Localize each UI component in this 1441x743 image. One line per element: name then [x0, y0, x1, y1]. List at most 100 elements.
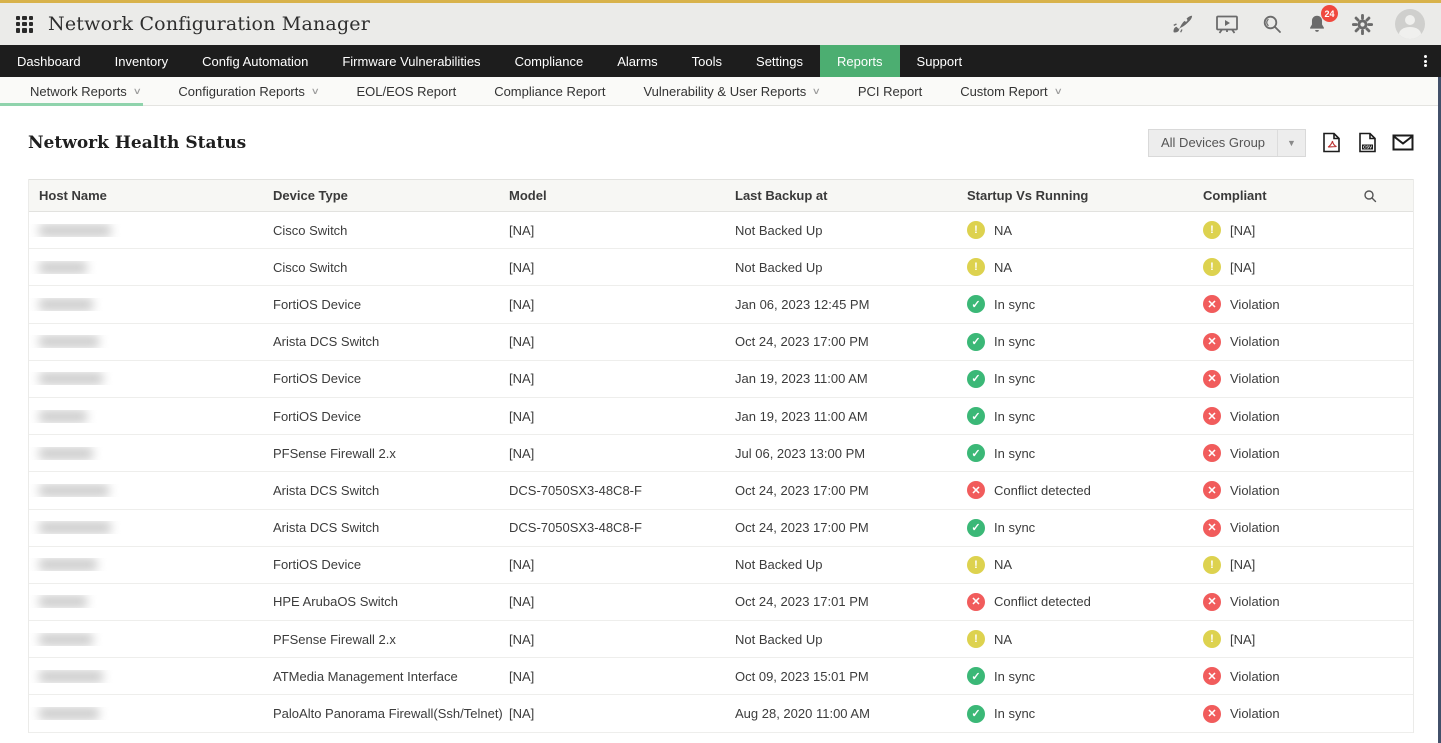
svg-text:CSV: CSV — [1362, 145, 1371, 150]
compliant-cell: ✕ Violation — [1203, 704, 1363, 723]
compliant-status-label: Violation — [1230, 482, 1280, 498]
subnav-item-configuration-reports[interactable]: Configuration Reports ∨ — [178, 83, 320, 99]
column-header-model[interactable]: Model — [509, 188, 547, 203]
startup-status-label: In sync — [994, 706, 1036, 722]
table-row[interactable]: FortiOS Device [NA] Jan 19, 2023 11:00 A… — [29, 398, 1413, 436]
chevron-down-icon: ∨ — [811, 85, 822, 96]
table-search-icon[interactable] — [1363, 189, 1377, 203]
compliant-cell: ! [NA] — [1203, 630, 1363, 649]
device-type-cell: FortiOS Device — [273, 296, 362, 312]
table-row[interactable]: Cisco Switch [NA] Not Backed Up ! NA ! [… — [29, 212, 1413, 250]
nav-item-dashboard[interactable]: Dashboard — [17, 53, 81, 69]
model-cell: [NA] — [509, 668, 535, 684]
device-type-cell: Arista DCS Switch — [273, 520, 380, 536]
startup-status-icon: ✕ — [967, 481, 985, 500]
model-cell: [NA] — [509, 445, 535, 461]
startup-status-label: Conflict detected — [994, 482, 1091, 498]
nav-item-config-automation[interactable]: Config Automation — [202, 53, 309, 69]
startup-status-label: NA — [994, 259, 1013, 275]
device-group-dropdown[interactable]: All Devices Group ▼ — [1148, 128, 1306, 157]
nav-item-inventory[interactable]: Inventory — [114, 53, 169, 69]
chevron-down-icon: ∨ — [1053, 85, 1063, 96]
avatar[interactable] — [1395, 9, 1425, 39]
startup-vs-running-cell: ! NA — [967, 630, 1203, 649]
presentation-icon[interactable] — [1215, 12, 1239, 36]
table-row[interactable]: Cisco Switch [NA] Not Backed Up ! NA ! [… — [29, 249, 1413, 287]
nav-item-settings[interactable]: Settings — [756, 53, 804, 69]
startup-status-icon: ✓ — [967, 444, 985, 463]
compliant-status-icon: ! — [1203, 555, 1221, 574]
compliant-cell: ✕ Violation — [1203, 332, 1363, 351]
startup-status-icon: ✓ — [967, 295, 985, 314]
right-scrollbar[interactable] — [1438, 77, 1441, 743]
model-cell: [NA] — [509, 594, 535, 610]
model-cell: [NA] — [509, 259, 535, 275]
rocket-icon[interactable] — [1170, 12, 1194, 36]
startup-status-icon: ✓ — [967, 369, 985, 388]
table-row[interactable]: HPE ArubaOS Switch [NA] Oct 24, 2023 17:… — [29, 584, 1413, 622]
subnav-item-network-reports[interactable]: Network Reports ∨ — [30, 83, 142, 99]
table-row[interactable]: FortiOS Device [NA] Not Backed Up ! NA !… — [29, 547, 1413, 584]
network-health-table: Host Name Device Type Model Last Backup … — [28, 179, 1414, 733]
subnav-item-pci-report[interactable]: PCI Report — [857, 83, 923, 99]
chevron-down-icon: ▼ — [1277, 129, 1305, 156]
table-row[interactable]: FortiOS Device [NA] Jan 19, 2023 11:00 A… — [29, 361, 1413, 398]
startup-status-label: In sync — [994, 334, 1036, 350]
subnav-item-vulnerability-user-reports[interactable]: Vulnerability & User Reports ∨ — [643, 83, 822, 99]
model-cell: [NA] — [509, 371, 535, 387]
nav-item-compliance[interactable]: Compliance — [514, 53, 584, 69]
nav-item-reports[interactable]: Reports — [820, 45, 900, 77]
column-header-device-type[interactable]: Device Type — [273, 188, 348, 203]
csv-export-icon[interactable]: CSV — [1356, 132, 1378, 154]
compliant-status-label: [NA] — [1230, 557, 1256, 573]
host-name-redacted — [39, 260, 87, 274]
nav-item-alarms[interactable]: Alarms — [617, 53, 658, 69]
nav-item-firmware-vulnerabilities[interactable]: Firmware Vulnerabilities — [342, 53, 481, 69]
subnav-item-compliance-report[interactable]: Compliance Report — [494, 83, 606, 99]
host-name-redacted — [39, 707, 99, 721]
compliant-cell: ✕ Violation — [1203, 407, 1363, 426]
compliant-status-label: Violation — [1230, 668, 1280, 684]
email-report-icon[interactable] — [1392, 132, 1414, 154]
startup-vs-running-cell: ✓ In sync — [967, 518, 1203, 537]
table-row[interactable]: Arista DCS Switch DCS-7050SX3-48C8-F Oct… — [29, 472, 1413, 510]
last-backup-cell: Not Backed Up — [735, 222, 823, 238]
column-header-compliant[interactable]: Compliant — [1203, 188, 1267, 203]
startup-status-icon: ✓ — [967, 667, 985, 686]
startup-vs-running-cell: ✕ Conflict detected — [967, 481, 1203, 500]
model-cell: DCS-7050SX3-48C8-F — [509, 520, 642, 536]
search-icon[interactable] — [1260, 12, 1284, 36]
table-row[interactable]: Arista DCS Switch DCS-7050SX3-48C8-F Oct… — [29, 510, 1413, 547]
bell-icon[interactable]: 24 — [1305, 5, 1338, 36]
table-row[interactable]: FortiOS Device [NA] Jan 06, 2023 12:45 P… — [29, 286, 1413, 324]
nav-item-tools[interactable]: Tools — [691, 53, 723, 69]
column-header-startup-vs-running[interactable]: Startup Vs Running — [967, 188, 1089, 203]
subnav-item-eol-eos-report[interactable]: EOL/EOS Report — [356, 83, 457, 99]
table-row[interactable]: Arista DCS Switch [NA] Oct 24, 2023 17:0… — [29, 324, 1413, 361]
column-header-host-name[interactable]: Host Name — [39, 188, 107, 203]
host-name-redacted — [39, 632, 93, 646]
compliant-status-label: Violation — [1230, 334, 1280, 350]
table-row[interactable]: PFSense Firewall 2.x [NA] Jul 06, 2023 1… — [29, 435, 1413, 473]
gear-icon[interactable] — [1350, 12, 1374, 36]
device-group-value: All Devices Group — [1161, 135, 1266, 150]
pdf-export-icon[interactable] — [1320, 132, 1342, 154]
last-backup-cell: Jan 19, 2023 11:00 AM — [735, 371, 868, 387]
table-row[interactable]: PaloAlto Panorama Firewall(Ssh/Telnet) [… — [29, 695, 1413, 733]
host-name-redacted — [39, 409, 87, 423]
apps-grid-icon[interactable] — [16, 15, 33, 33]
last-backup-cell: Oct 24, 2023 17:00 PM — [735, 482, 869, 498]
table-row[interactable]: PFSense Firewall 2.x [NA] Not Backed Up … — [29, 621, 1413, 659]
startup-vs-running-cell: ✓ In sync — [967, 369, 1203, 388]
subnav-item-custom-report[interactable]: Custom Report ∨ — [960, 83, 1063, 99]
table-row[interactable]: ATMedia Management Interface [NA] Oct 09… — [29, 658, 1413, 696]
nav-item-support[interactable]: Support — [916, 53, 963, 69]
compliant-cell: ✕ Violation — [1203, 592, 1363, 611]
compliant-status-icon: ✕ — [1203, 518, 1221, 537]
column-header-last-backup[interactable]: Last Backup at — [735, 188, 828, 203]
table-header-row: Host Name Device Type Model Last Backup … — [29, 179, 1413, 212]
host-name-redacted — [39, 372, 103, 386]
more-menu-icon[interactable] — [1410, 45, 1441, 77]
device-type-cell: FortiOS Device — [273, 408, 362, 424]
host-name-redacted — [39, 335, 99, 349]
